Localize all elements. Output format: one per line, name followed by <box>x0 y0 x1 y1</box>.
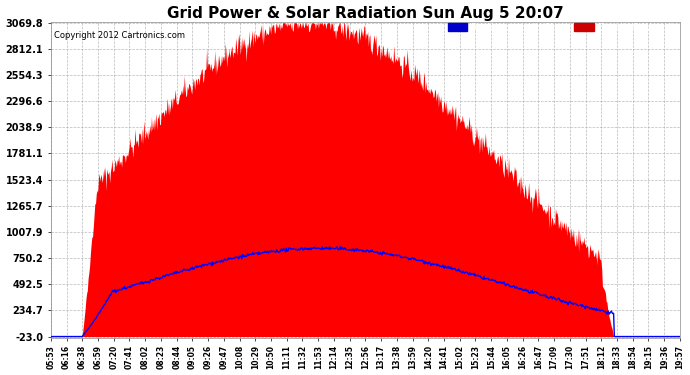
Text: Copyright 2012 Cartronics.com: Copyright 2012 Cartronics.com <box>54 31 185 40</box>
Legend: Radiation (w/m2), Grid (AC Watts): Radiation (w/m2), Grid (AC Watts) <box>446 20 675 34</box>
Title: Grid Power & Solar Radiation Sun Aug 5 20:07: Grid Power & Solar Radiation Sun Aug 5 2… <box>167 6 564 21</box>
